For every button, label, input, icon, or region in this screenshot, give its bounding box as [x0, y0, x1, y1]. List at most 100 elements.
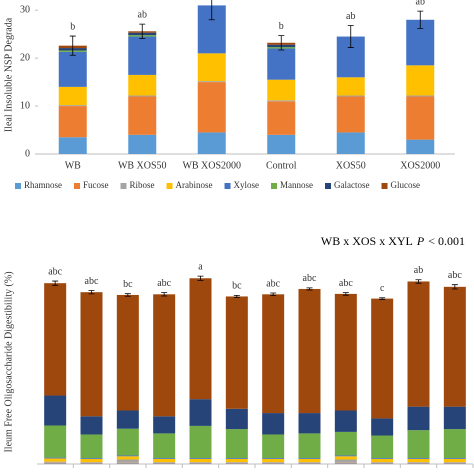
- legend-swatch: [325, 183, 332, 189]
- bar-segment: [443, 463, 466, 464]
- legend-label: Mannose: [280, 180, 313, 190]
- bar-segment: [44, 461, 67, 463]
- bar-segment: [336, 95, 365, 97]
- significance-letter: c: [380, 283, 385, 294]
- bar-segment: [44, 462, 67, 464]
- significance-letter: abc: [339, 278, 353, 289]
- error-bar: [124, 293, 131, 297]
- bar-segment: [225, 296, 248, 409]
- significance-letter: b: [279, 21, 284, 32]
- bar-segment: [443, 458, 466, 463]
- y-tick-label: 20: [20, 52, 30, 63]
- bar-segment: [298, 462, 321, 463]
- bar-segment: [80, 458, 103, 459]
- significance-letter: abc: [303, 273, 317, 284]
- bar-segment: [334, 459, 357, 463]
- significance-letter: ab: [416, 0, 425, 7]
- bar-segment: [80, 458, 103, 463]
- legend-label: Rhamnose: [24, 180, 62, 190]
- error-bar: [347, 25, 354, 48]
- bar-segment: [128, 36, 157, 75]
- x-tick-label: WB: [65, 160, 81, 171]
- bar-segment: [153, 462, 176, 463]
- legend-label: Glucose: [391, 180, 421, 190]
- error-bar: [415, 279, 422, 284]
- bottom-chart: Ileum Free Oligosaccharide Digestibility…: [3, 234, 474, 468]
- bar-segment: [298, 463, 321, 464]
- error-bar: [417, 10, 424, 29]
- x-tick-label: XOS2000: [400, 160, 440, 171]
- bar-segment: [80, 434, 103, 459]
- bar-segment: [189, 458, 212, 459]
- bar-segment: [371, 298, 394, 419]
- bar-segment: [334, 462, 357, 464]
- bar-segment: [189, 462, 212, 464]
- bar-segment: [262, 458, 285, 463]
- bar-segment: [262, 294, 285, 414]
- bar-segment: [153, 462, 176, 464]
- bar-segment: [197, 81, 226, 83]
- bar-segment: [336, 77, 365, 96]
- bar-segment: [267, 79, 296, 101]
- legend-swatch: [15, 183, 21, 189]
- title-part: WB x XOS x XYL: [321, 234, 413, 248]
- error-bar: [278, 35, 285, 51]
- legend-swatch: [120, 183, 127, 189]
- error-bar: [161, 292, 168, 297]
- error-bar: [208, 0, 215, 21]
- bar-segment: [443, 458, 466, 459]
- bar-segment: [407, 430, 430, 459]
- bar-segment: [371, 463, 394, 464]
- bar-segment: [262, 462, 285, 463]
- significance-letter: bc: [123, 279, 133, 290]
- error-bar: [342, 292, 349, 296]
- bar-segment: [128, 74, 157, 96]
- bar-segment: [197, 53, 226, 82]
- significance-letter: bc: [232, 281, 242, 292]
- bar-segment: [189, 458, 212, 463]
- bar-segment: [225, 462, 248, 464]
- error-bar: [69, 35, 76, 56]
- legend-label: Galactose: [334, 180, 369, 190]
- bar-segment: [153, 463, 176, 464]
- bar-segment: [262, 462, 285, 464]
- bar-segment: [44, 463, 67, 464]
- bar-segment: [262, 458, 285, 459]
- legend-label: Ribose: [130, 180, 155, 190]
- bar-segment: [44, 283, 67, 396]
- x-tick-label: XOS50: [336, 160, 366, 171]
- chart-title: WB x XOS x XYL P < 0.001: [321, 234, 465, 248]
- bar-segment: [334, 456, 357, 460]
- bar-segment: [116, 462, 139, 464]
- bar-segment: [116, 294, 139, 411]
- bar-segment: [298, 413, 321, 434]
- bar-segment: [116, 428, 139, 456]
- bar-segment: [371, 435, 394, 459]
- bar-segment: [334, 410, 357, 432]
- bar-segment: [80, 462, 103, 464]
- bar-segment: [225, 462, 248, 463]
- bar-segment: [406, 96, 435, 140]
- bar-segment: [58, 106, 87, 138]
- bar-segment: [443, 462, 466, 463]
- significance-letter: abc: [448, 270, 462, 281]
- legend-swatch: [271, 183, 278, 189]
- bar-segment: [58, 137, 87, 154]
- bar-segment: [80, 462, 103, 463]
- x-tick-label: WB XOS2000: [182, 160, 241, 171]
- bar-segment: [262, 413, 285, 435]
- bar-segment: [153, 294, 176, 417]
- bar-segment: [128, 96, 157, 135]
- bar-segment: [407, 458, 430, 459]
- bar-segment: [407, 463, 430, 464]
- y-tick-label: 30: [20, 4, 30, 15]
- legend-swatch: [74, 183, 80, 189]
- bar-segment: [336, 132, 365, 154]
- y-axis-label: Ileal Insoluble NSP Degrada: [3, 17, 14, 132]
- bar-segment: [197, 132, 226, 154]
- bar-segment: [334, 293, 357, 411]
- bar-segment: [371, 458, 394, 463]
- bar-segment: [44, 458, 67, 462]
- bar-segment: [443, 286, 466, 407]
- bar-segment: [334, 455, 357, 457]
